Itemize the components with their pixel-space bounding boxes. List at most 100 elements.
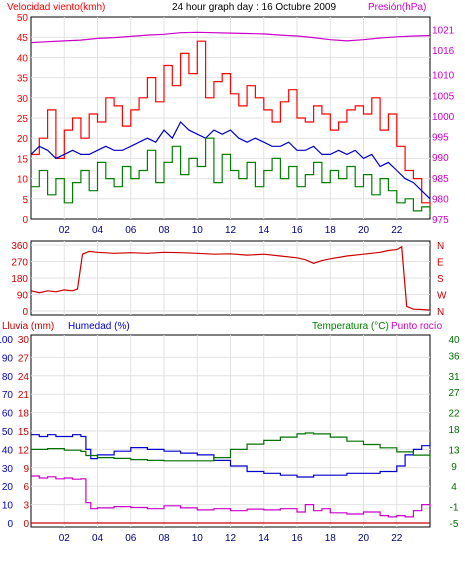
wind-speed-tick-label: 50 xyxy=(17,13,29,24)
rain-tick-label: 15 xyxy=(18,427,30,438)
wind-speed-tick-label: 10 xyxy=(17,175,29,186)
x-tick-label: 18 xyxy=(325,225,337,236)
pressure-tick-label: 1000 xyxy=(432,112,455,123)
x-tick-label: 16 xyxy=(291,533,303,544)
x-tick-label: 10 xyxy=(192,225,204,236)
temperature-tick-label: 27 xyxy=(448,388,460,399)
compass-tick-label: N xyxy=(437,307,444,318)
humidity-tick-label: 80 xyxy=(2,372,14,383)
temperature-tick-label: 9 xyxy=(451,462,457,473)
compass-tick-label: E xyxy=(437,258,444,269)
wind-speed-tick-label: 20 xyxy=(17,134,29,145)
humidity-tick-label: 30 xyxy=(2,464,14,475)
temperature-tick-label: 36 xyxy=(448,351,460,362)
compass-tick-label: W xyxy=(437,291,447,302)
x-tick-label: 02 xyxy=(59,533,71,544)
humidity-temperature-series-line-2 xyxy=(31,432,431,462)
pressure-tick-label: 1016 xyxy=(432,46,455,57)
x-tick-label: 12 xyxy=(225,225,237,236)
temperature-tick-label: 13 xyxy=(448,445,460,456)
humidity-tick-label: 10 xyxy=(2,501,14,512)
x-tick-label: 10 xyxy=(192,533,204,544)
humidity-tick-label: 50 xyxy=(2,427,14,438)
temperature-tick-label: -5 xyxy=(450,519,459,530)
x-tick-label: 06 xyxy=(125,225,137,236)
x-tick-label: 20 xyxy=(358,533,370,544)
wind-direction-series-line-0 xyxy=(30,245,431,311)
wind-speed-tick-label: 35 xyxy=(17,74,29,85)
humidity-axis-label: Humedad (%) xyxy=(68,321,130,332)
humidity-tick-label: 0 xyxy=(7,519,13,530)
x-tick-label: 22 xyxy=(391,225,403,236)
wind-direction-tick-label: 180 xyxy=(11,274,28,285)
pressure-axis-label: Presión(hPa) xyxy=(368,2,426,13)
humidity-tick-label: 60 xyxy=(2,409,14,420)
graph-title: 24 hour graph day : 16 Octubre 2009 xyxy=(172,2,336,13)
x-tick-label: 04 xyxy=(92,225,104,236)
rain-tick-label: 21 xyxy=(18,390,30,401)
x-tick-label: 08 xyxy=(158,533,170,544)
x-tick-label: 02 xyxy=(59,225,71,236)
rain-tick-label: 18 xyxy=(18,409,30,420)
x-tick-label: 16 xyxy=(291,225,303,236)
wind-speed-axis-label: Velocidad viento(kmh) xyxy=(7,2,105,13)
pressure-tick-label: 980 xyxy=(432,194,449,205)
wind-pressure-series-line-1 xyxy=(30,121,431,200)
rain-tick-label: 0 xyxy=(23,519,29,530)
rain-tick-label: 6 xyxy=(23,482,29,493)
wind-direction-tick-label: 0 xyxy=(22,307,28,318)
humidity-temperature-series-line-1 xyxy=(31,434,431,478)
pressure-tick-label: 975 xyxy=(432,215,449,226)
rain-tick-label: 3 xyxy=(23,501,29,512)
rain-tick-label: 24 xyxy=(18,372,30,383)
wind-speed-tick-label: 45 xyxy=(17,33,29,44)
temperature-tick-label: 31 xyxy=(448,372,460,383)
humidity-tick-label: 100 xyxy=(0,335,13,346)
x-tick-label: 08 xyxy=(158,225,170,236)
rain-axis-label: Lluvia (mm) xyxy=(2,321,54,332)
wind-pressure-series-line-2 xyxy=(31,137,431,215)
wind-pressure-series-line-0 xyxy=(31,40,431,211)
compass-tick-label: S xyxy=(437,274,444,285)
pressure-tick-label: 1005 xyxy=(432,91,455,102)
wind-direction-tick-label: 270 xyxy=(11,258,28,269)
temperature-tick-label: -1 xyxy=(450,503,459,514)
temperature-tick-label: 18 xyxy=(448,425,460,436)
rain-tick-label: 27 xyxy=(18,353,30,364)
humidity-tick-label: 20 xyxy=(2,482,14,493)
humidity-temperature-series-line-3 xyxy=(31,475,431,518)
x-tick-label: 18 xyxy=(325,533,337,544)
temperature-axis-label: Temperatura (°C) xyxy=(312,321,389,332)
x-tick-label: 06 xyxy=(125,533,137,544)
wind-speed-tick-label: 0 xyxy=(22,215,28,226)
wind-direction-tick-label: 360 xyxy=(11,241,28,252)
rain-tick-label: 30 xyxy=(18,335,30,346)
wind-speed-tick-label: 15 xyxy=(17,154,29,165)
x-tick-label: 22 xyxy=(391,533,403,544)
pressure-tick-label: 1021 xyxy=(432,25,455,36)
x-tick-label: 12 xyxy=(225,533,237,544)
x-tick-label: 04 xyxy=(92,533,104,544)
temperature-tick-label: 40 xyxy=(448,335,460,346)
rain-tick-label: 12 xyxy=(18,445,30,456)
rain-tick-label: 9 xyxy=(23,464,29,475)
pressure-tick-label: 995 xyxy=(432,133,449,144)
humidity-tick-label: 90 xyxy=(2,353,14,364)
dew-point-axis-label: Punto rocío xyxy=(391,321,443,332)
humidity-tick-label: 70 xyxy=(2,390,14,401)
compass-tick-label: N xyxy=(437,241,444,252)
pressure-tick-label: 985 xyxy=(432,174,449,185)
x-tick-label: 14 xyxy=(258,533,270,544)
pressure-tick-label: 990 xyxy=(432,153,449,164)
wind-speed-tick-label: 30 xyxy=(17,94,29,105)
x-tick-label: 20 xyxy=(358,225,370,236)
wind-direction-tick-label: 90 xyxy=(17,291,29,302)
wind-speed-tick-label: 40 xyxy=(17,53,29,64)
humidity-tick-label: 40 xyxy=(2,445,14,456)
x-tick-label: 14 xyxy=(258,225,270,236)
temperature-tick-label: 22 xyxy=(448,409,460,420)
wind-speed-tick-label: 25 xyxy=(17,114,29,125)
wind-speed-tick-label: 5 xyxy=(22,195,28,206)
